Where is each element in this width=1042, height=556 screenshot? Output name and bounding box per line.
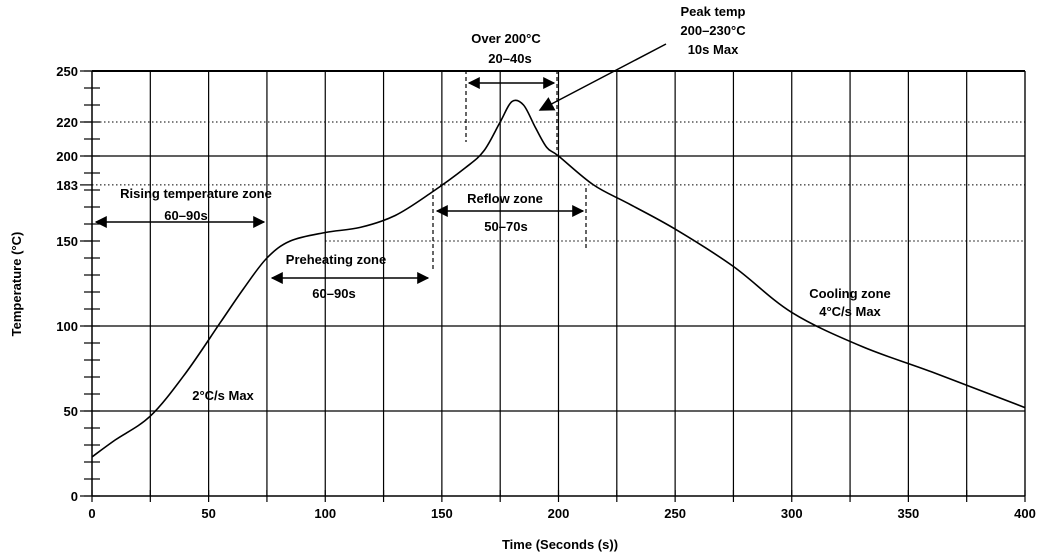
- preheating-zone-label: Preheating zone: [286, 252, 386, 267]
- preheating-zone-duration: 60–90s: [312, 286, 355, 301]
- x-tick-label: 0: [88, 506, 95, 521]
- reference-lines: [92, 121, 1025, 242]
- peak-temp-duration: 10s Max: [688, 42, 739, 57]
- y-tick-label: 0: [71, 489, 78, 504]
- ramp-rate-label: 2°C/s Max: [192, 388, 254, 403]
- rising-zone-duration: 60–90s: [164, 208, 207, 223]
- x-tick-label: 400: [1014, 506, 1036, 521]
- rising-zone-label: Rising temperature zone: [120, 186, 272, 201]
- over200-duration: 20–40s: [488, 51, 531, 66]
- cooling-zone-label: Cooling zone: [809, 286, 891, 301]
- peak-temp-label: Peak temp: [680, 4, 745, 19]
- y-tick-label: 100: [56, 319, 78, 334]
- x-tick-label: 250: [664, 506, 686, 521]
- x-ticks: 0 50 100 150 200 250 300 350 400: [88, 490, 1036, 521]
- y-tick-label: 150: [56, 234, 78, 249]
- temperature-curve: [91, 99, 1026, 458]
- annotations: Rising temperature zone 60–90s Preheatin…: [94, 4, 891, 403]
- grid: [92, 70, 1026, 496]
- y-tick-label: 250: [56, 64, 78, 79]
- x-tick-label: 50: [201, 506, 215, 521]
- reflow-zone-duration: 50–70s: [484, 219, 527, 234]
- x-tick-label: 150: [431, 506, 453, 521]
- x-tick-label: 200: [548, 506, 570, 521]
- reflow-zone-label: Reflow zone: [467, 191, 543, 206]
- y-axis-label: Temperature (°C): [9, 232, 24, 337]
- y-tick-label: 200: [56, 149, 78, 164]
- cooling-zone-rate: 4°C/s Max: [819, 304, 881, 319]
- x-tick-label: 100: [314, 506, 336, 521]
- y-tick-label: 183: [56, 178, 78, 193]
- peak-temp-range: 200–230°C: [680, 23, 746, 38]
- over200-label: Over 200°C: [471, 31, 541, 46]
- x-tick-label: 300: [781, 506, 803, 521]
- y-tick-label: 220: [56, 115, 78, 130]
- x-tick-label: 350: [898, 506, 920, 521]
- y-ticks: 0 50 100 150 183 200 220 250: [56, 64, 100, 504]
- y-tick-label: 50: [64, 404, 78, 419]
- x-axis-label: Time (Seconds (s)): [502, 537, 618, 552]
- peak-temp-pointer: [538, 43, 667, 111]
